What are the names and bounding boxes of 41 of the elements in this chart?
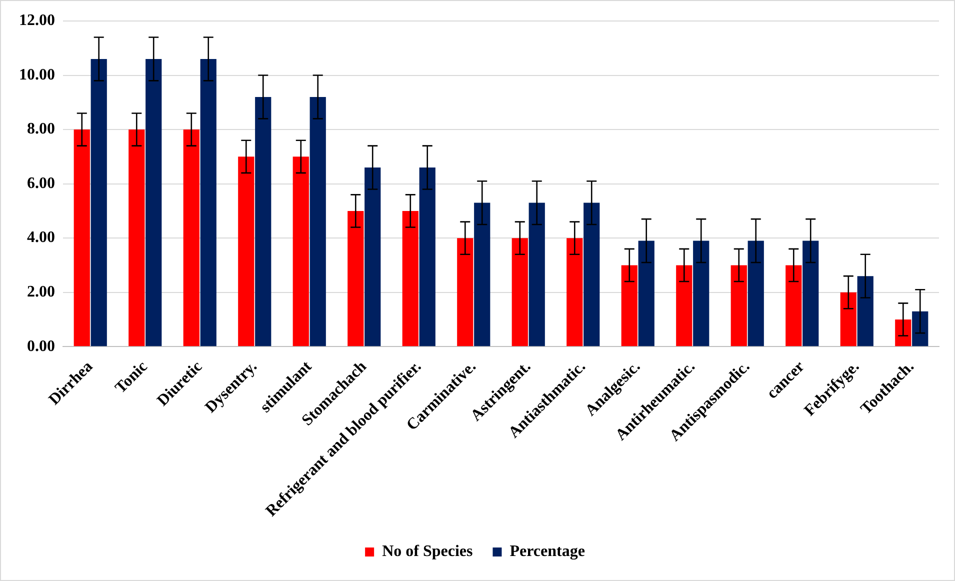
- bar: [693, 240, 710, 346]
- bar: [128, 130, 145, 346]
- bar: [457, 238, 474, 346]
- y-tick-label: 4.00: [27, 229, 55, 246]
- y-tick-label: 6.00: [27, 174, 55, 192]
- bar: [255, 96, 272, 346]
- legend-label: No of Species: [382, 543, 473, 560]
- bar: [730, 265, 747, 346]
- bar: [748, 240, 764, 346]
- legend-label: Percentage: [510, 543, 585, 560]
- bar: [90, 58, 107, 346]
- y-tick-label: 0.00: [27, 338, 55, 355]
- bar: [183, 130, 200, 346]
- bar: [238, 156, 254, 346]
- bar: [676, 265, 692, 346]
- y-tick-label: 12.00: [19, 12, 55, 30]
- bar: [566, 238, 583, 346]
- bar: [474, 202, 490, 346]
- bar: [402, 210, 418, 346]
- bar: [348, 210, 364, 346]
- bar: [895, 319, 912, 346]
- bar: [200, 58, 216, 346]
- bar: [528, 202, 545, 346]
- bar: [364, 168, 381, 346]
- bar: [146, 58, 162, 346]
- bar: [74, 130, 90, 346]
- bar: [419, 168, 436, 346]
- bar: [786, 265, 802, 346]
- bar: [802, 240, 819, 346]
- bar: [310, 96, 326, 346]
- bar: [912, 311, 928, 346]
- y-tick-label: 8.00: [27, 120, 55, 138]
- bar: [584, 202, 600, 346]
- bar: [621, 265, 638, 346]
- bar: [857, 276, 874, 346]
- y-tick-label: 10.00: [19, 66, 55, 84]
- bar: [512, 238, 528, 346]
- bar: [840, 292, 856, 346]
- bar: [638, 240, 654, 346]
- bar: [292, 156, 309, 346]
- y-tick-label: 2.00: [27, 283, 55, 300]
